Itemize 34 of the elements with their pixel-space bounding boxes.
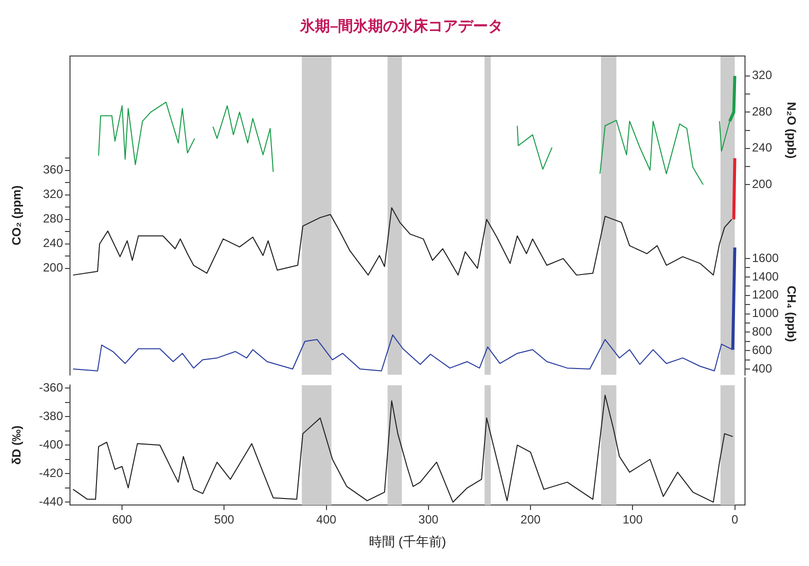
- y3-tick-label: 400: [752, 361, 772, 376]
- y3-tick-label: 1400: [752, 269, 780, 284]
- y2-axis-title: N₂O (ppb): [784, 102, 799, 159]
- y2-tick-label: 200: [752, 176, 772, 191]
- y3-tick-label: 1600: [752, 250, 780, 265]
- x-tick-label: 0: [731, 512, 738, 527]
- y3-tick-label: 600: [752, 342, 772, 357]
- y3-tick-label: 1000: [752, 306, 780, 320]
- y-tick-label: 280: [42, 212, 64, 226]
- y2-tick-label: 320: [752, 68, 772, 82]
- x-tick-label: 500: [214, 512, 235, 527]
- x-tick-label: 200: [520, 512, 541, 527]
- x-tick-label: 400: [316, 512, 337, 527]
- y-tick-label: -360: [38, 380, 64, 394]
- y-tick-label: 320: [42, 187, 64, 202]
- y-tick-label: -380: [38, 408, 64, 423]
- y-tick-label: 200: [42, 260, 64, 275]
- y3-tick-label: 800: [752, 324, 772, 338]
- x-tick-label: 100: [622, 512, 643, 527]
- y2-tick-label: 280: [752, 104, 772, 118]
- y-tick-label: -400: [38, 437, 64, 452]
- x-tick-label: 600: [112, 512, 132, 527]
- y-axis-title: δD (‰): [10, 425, 24, 465]
- y2-tick-label: 240: [752, 140, 772, 155]
- y3-axis-title: CH₄ (ppb): [784, 286, 799, 342]
- y-tick-label: -440: [38, 494, 64, 508]
- y-tick-label: 360: [42, 162, 64, 177]
- x-tick-label: 300: [418, 512, 439, 527]
- y-tick-label: 240: [42, 236, 64, 250]
- chart-title: 氷期–間氷期の氷床コアデータ: [298, 17, 504, 36]
- y3-tick-label: 1200: [752, 288, 780, 302]
- y-axis-title: CO₂ (ppm): [10, 185, 24, 246]
- x-axis-title: 時間 (千年前): [368, 534, 446, 549]
- y-tick-label: -420: [38, 466, 64, 480]
